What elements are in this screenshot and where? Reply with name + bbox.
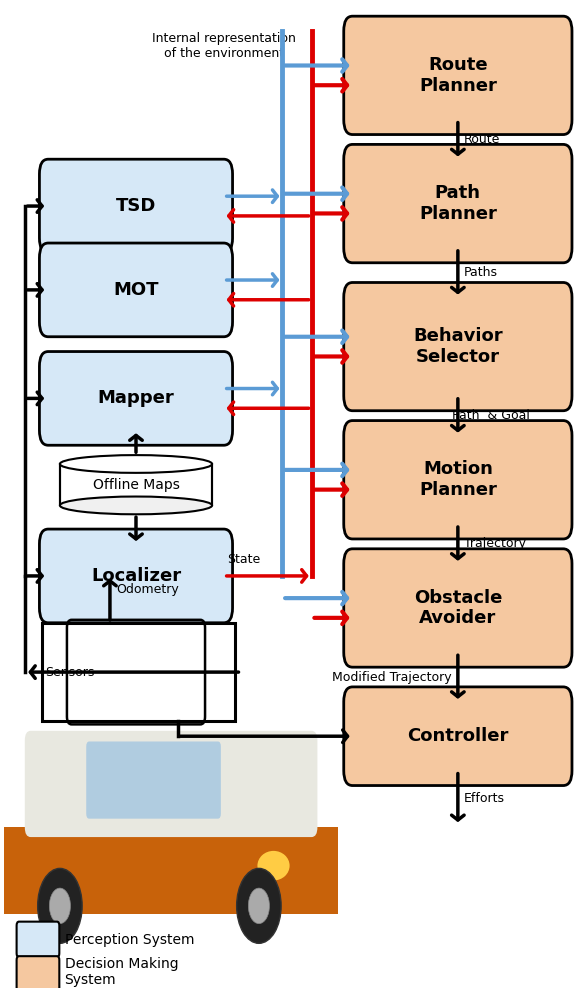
Text: Route
Planner: Route Planner — [419, 56, 497, 95]
Text: State: State — [227, 554, 260, 566]
Text: Internal representation
of the environment: Internal representation of the environme… — [152, 32, 296, 60]
Circle shape — [49, 888, 71, 924]
Text: MOT: MOT — [113, 281, 159, 299]
Text: Offline Maps: Offline Maps — [92, 478, 179, 492]
Text: Motion
Planner: Motion Planner — [419, 460, 497, 499]
Text: Modified Trajectory: Modified Trajectory — [332, 671, 452, 683]
Text: Sensors: Sensors — [45, 666, 95, 679]
Text: Efforts: Efforts — [464, 792, 505, 805]
Text: Trajectory: Trajectory — [464, 538, 526, 551]
Ellipse shape — [60, 455, 212, 473]
Text: Paths: Paths — [464, 266, 497, 279]
Text: Controller: Controller — [407, 727, 509, 745]
FancyBboxPatch shape — [86, 741, 221, 818]
Circle shape — [38, 868, 82, 943]
Text: Perception System: Perception System — [65, 933, 194, 947]
FancyBboxPatch shape — [39, 243, 232, 336]
Text: Odometry: Odometry — [116, 583, 179, 596]
Circle shape — [236, 868, 281, 943]
Circle shape — [248, 888, 269, 924]
Text: Path
Planner: Path Planner — [419, 185, 497, 223]
FancyBboxPatch shape — [4, 827, 338, 914]
FancyBboxPatch shape — [39, 159, 232, 253]
Ellipse shape — [258, 851, 290, 881]
Text: Decision Making
System: Decision Making System — [65, 957, 178, 987]
FancyBboxPatch shape — [344, 16, 572, 135]
Ellipse shape — [60, 497, 212, 514]
Text: Route: Route — [464, 133, 500, 146]
FancyBboxPatch shape — [39, 351, 232, 445]
FancyBboxPatch shape — [344, 421, 572, 539]
Bar — [60, 464, 212, 505]
Text: Behavior
Selector: Behavior Selector — [413, 327, 503, 366]
FancyBboxPatch shape — [39, 529, 232, 623]
FancyBboxPatch shape — [344, 145, 572, 263]
Text: Mapper: Mapper — [98, 390, 175, 408]
FancyBboxPatch shape — [344, 686, 572, 786]
Text: Obstacle
Avoider: Obstacle Avoider — [414, 588, 502, 627]
FancyBboxPatch shape — [16, 956, 59, 992]
FancyBboxPatch shape — [25, 731, 318, 837]
Text: Path  & Goal: Path & Goal — [452, 409, 530, 423]
FancyBboxPatch shape — [344, 283, 572, 411]
Text: TSD: TSD — [116, 197, 156, 215]
FancyBboxPatch shape — [344, 549, 572, 668]
Text: Localizer: Localizer — [91, 567, 181, 585]
FancyBboxPatch shape — [16, 922, 59, 957]
